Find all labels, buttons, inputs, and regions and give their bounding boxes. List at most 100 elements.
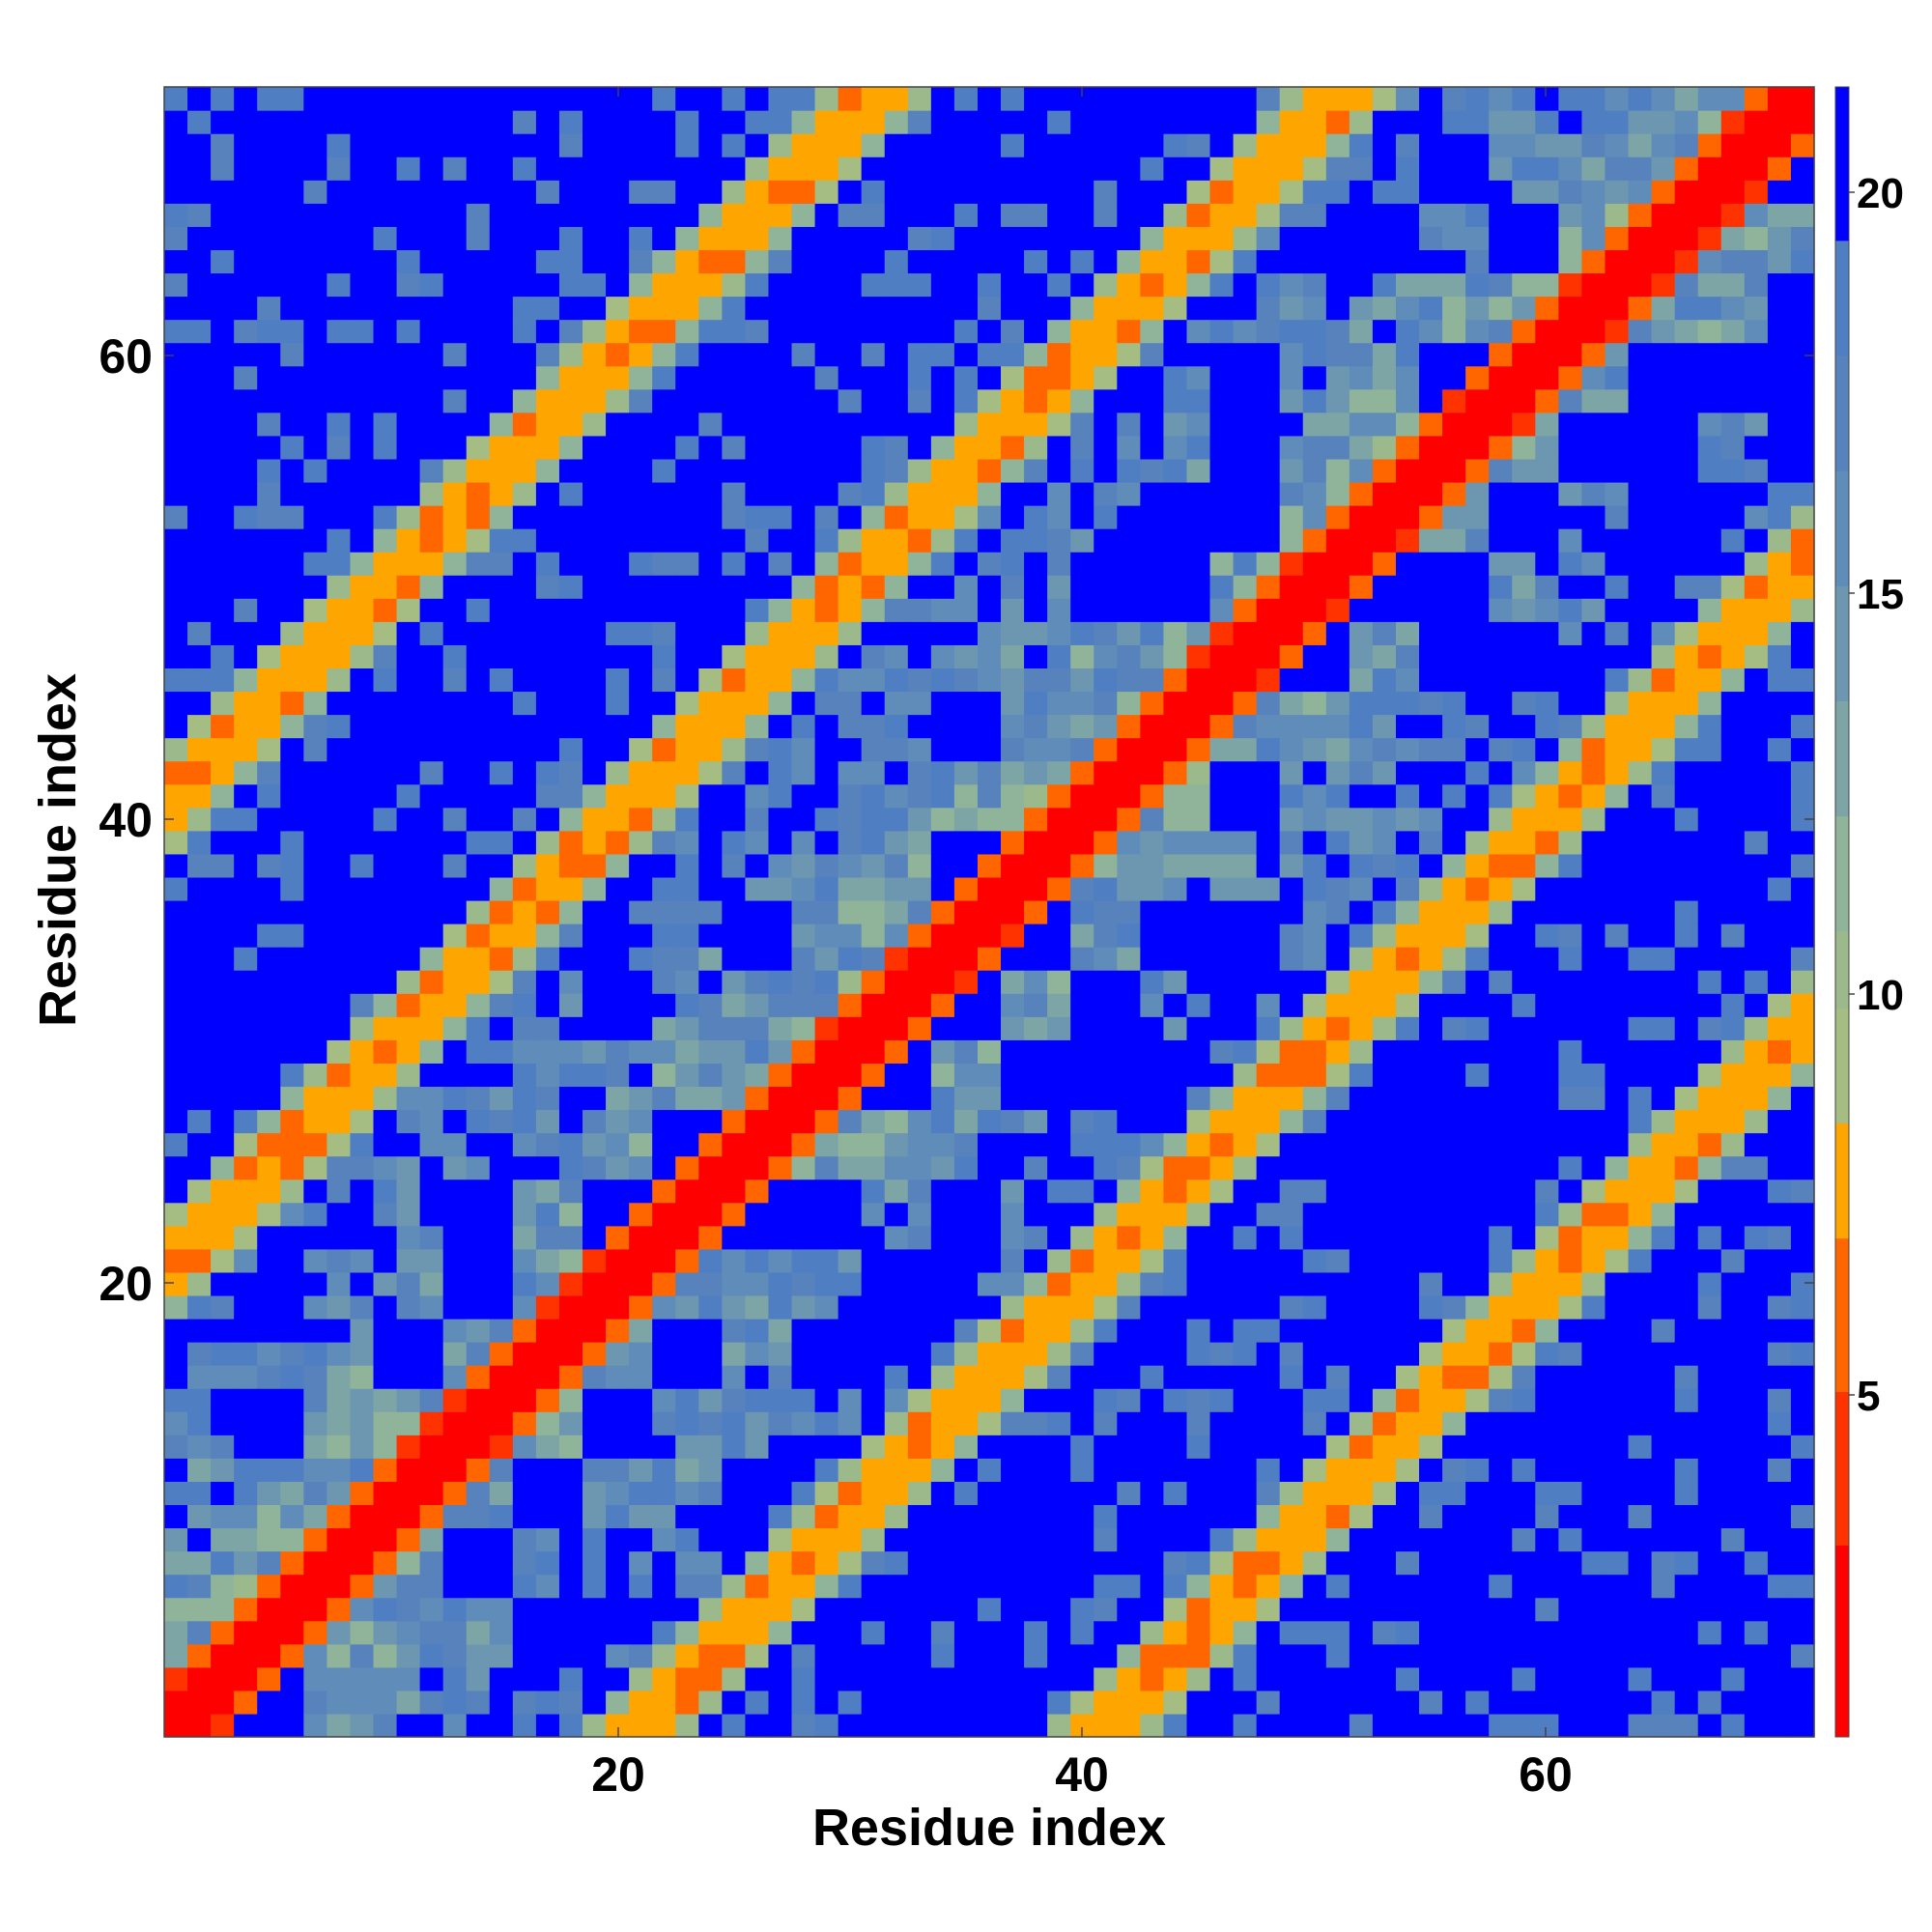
- heatmap-cell: [512, 1620, 537, 1645]
- heatmap-cell: [1094, 1481, 1118, 1506]
- heatmap-cell: [1256, 830, 1281, 855]
- heatmap-cell: [745, 1550, 770, 1576]
- heatmap-cell: [187, 1643, 212, 1668]
- heatmap-cell: [1047, 133, 1071, 157]
- heatmap-cell: [1140, 1411, 1165, 1435]
- heatmap-cell: [1674, 1690, 1699, 1715]
- heatmap-cell: [1302, 458, 1327, 483]
- heatmap-cell: [1349, 1179, 1374, 1204]
- heatmap-cell: [396, 1109, 421, 1134]
- heatmap-cell: [1605, 1435, 1630, 1459]
- heatmap-cell: [606, 899, 630, 924]
- heatmap-cell: [211, 342, 235, 367]
- heatmap-cell: [1605, 435, 1630, 460]
- heatmap-cell: [1233, 807, 1258, 832]
- heatmap-cell: [1349, 1202, 1374, 1227]
- heatmap-cell: [280, 1643, 304, 1668]
- heatmap-cell: [1372, 1225, 1397, 1250]
- heatmap-cell: [791, 1086, 816, 1111]
- heatmap-cell: [1024, 1481, 1048, 1506]
- heatmap-cell: [1070, 435, 1094, 460]
- heatmap-cell: [629, 830, 653, 855]
- heatmap-cell: [1024, 1597, 1048, 1622]
- heatmap-cell: [722, 1294, 747, 1320]
- heatmap-cell: [1512, 1179, 1536, 1204]
- heatmap-cell: [953, 923, 979, 948]
- heatmap-cell: [1628, 365, 1653, 390]
- heatmap-cell: [211, 180, 235, 204]
- heatmap-cell: [211, 1202, 235, 1227]
- heatmap-cell: [489, 1388, 514, 1412]
- heatmap-cell: [1094, 365, 1118, 390]
- heatmap-cell: [1325, 1597, 1350, 1622]
- heatmap-cell: [1256, 1248, 1281, 1273]
- heatmap-cell: [582, 156, 607, 181]
- heatmap-cell: [698, 899, 723, 924]
- heatmap-cell: [396, 1527, 421, 1552]
- heatmap-cell: [164, 1550, 188, 1576]
- heatmap-cell: [1697, 1504, 1722, 1529]
- heatmap-cell: [791, 1458, 816, 1482]
- heatmap-cell: [838, 1086, 863, 1111]
- heatmap-cell: [1349, 1481, 1374, 1506]
- heatmap-cell: [396, 133, 421, 157]
- heatmap-cell: [419, 760, 444, 785]
- heatmap-cell: [1581, 342, 1606, 367]
- heatmap-cell: [1140, 899, 1165, 924]
- heatmap-cell: [768, 412, 793, 437]
- heatmap-cell: [1186, 110, 1211, 134]
- heatmap-cell: [582, 1155, 607, 1180]
- heatmap-cell: [512, 1411, 537, 1435]
- heatmap-cell: [396, 783, 421, 809]
- heatmap-cell: [350, 598, 375, 622]
- heatmap-cell: [1070, 110, 1094, 134]
- heatmap-cell: [1674, 783, 1699, 809]
- heatmap-cell: [1419, 1643, 1443, 1668]
- heatmap-cell: [489, 203, 514, 227]
- heatmap-cell: [838, 110, 863, 134]
- heatmap-cell: [698, 458, 723, 483]
- heatmap-cell: [953, 1527, 979, 1552]
- heatmap-cell: [930, 319, 955, 344]
- heatmap-cell: [814, 714, 839, 739]
- heatmap-cell: [652, 365, 676, 390]
- heatmap-cell: [884, 1248, 909, 1273]
- heatmap-cell: [558, 876, 583, 901]
- heatmap-cell: [1651, 1155, 1676, 1180]
- heatmap-cell: [280, 1713, 304, 1738]
- heatmap-cell: [1233, 1063, 1258, 1088]
- heatmap-cell: [327, 1294, 352, 1320]
- heatmap-cell: [234, 203, 258, 227]
- heatmap-cell: [1442, 1574, 1466, 1599]
- heatmap-cell: [442, 668, 468, 693]
- heatmap-cell: [675, 1411, 699, 1435]
- heatmap-cell: [442, 1109, 468, 1134]
- heatmap-cell: [1302, 203, 1327, 227]
- heatmap-cell: [629, 1109, 653, 1134]
- heatmap-cell: [419, 365, 444, 390]
- heatmap-cell: [698, 1666, 723, 1691]
- heatmap-cell: [1279, 1411, 1304, 1435]
- heatmap-cell: [1395, 1039, 1420, 1064]
- heatmap-cell: [1720, 644, 1746, 669]
- heatmap-cell: [1489, 621, 1513, 645]
- heatmap-cell: [1535, 552, 1559, 576]
- heatmap-cell: [675, 505, 699, 529]
- heatmap-cell: [1674, 296, 1699, 321]
- heatmap-cell: [953, 272, 979, 298]
- heatmap-cell: [861, 783, 886, 809]
- heatmap-cell: [1720, 110, 1746, 134]
- heatmap-cell: [582, 1504, 607, 1529]
- heatmap-cell: [1395, 1504, 1420, 1529]
- heatmap-cell: [629, 1155, 653, 1180]
- heatmap-cell: [768, 1016, 793, 1040]
- heatmap-cell: [606, 923, 630, 948]
- heatmap-cell: [1233, 435, 1258, 460]
- heatmap-cell: [675, 226, 699, 250]
- heatmap-cell: [1349, 435, 1374, 460]
- heatmap-cell: [1395, 1318, 1420, 1343]
- heatmap-cell: [466, 807, 491, 832]
- heatmap-cell: [1070, 342, 1094, 367]
- heatmap-cell: [1720, 621, 1746, 645]
- heatmap-cell: [442, 830, 468, 855]
